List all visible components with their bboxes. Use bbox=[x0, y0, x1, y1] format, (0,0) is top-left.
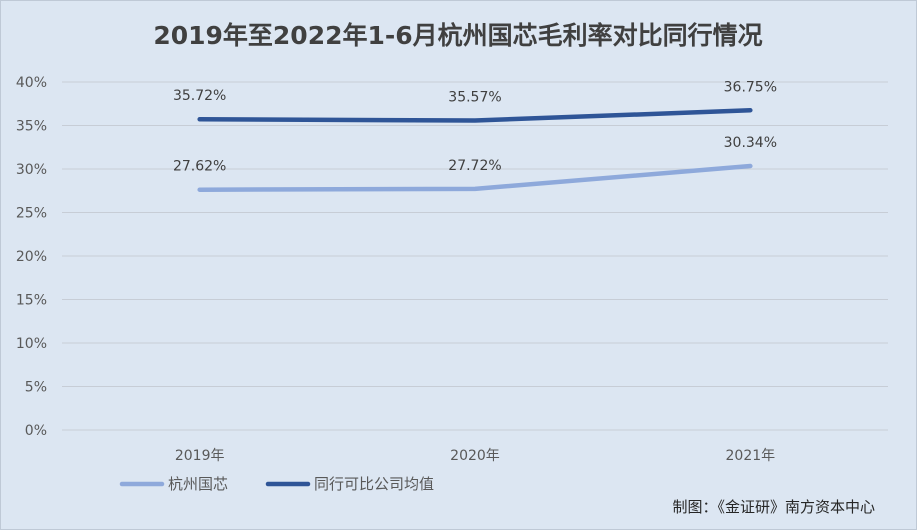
y-tick-label: 25% bbox=[16, 206, 47, 222]
x-tick-label: 2020年 bbox=[450, 448, 500, 464]
x-tick-label: 2021年 bbox=[726, 448, 776, 464]
data-labels: 27.62% 27.72% 30.34% 35.72% 35.57% 36.75% bbox=[173, 79, 777, 174]
y-tick-label: 10% bbox=[16, 336, 47, 352]
legend: 杭州国芯 同行可比公司均值 bbox=[119, 475, 434, 493]
y-tick-label: 5% bbox=[25, 380, 47, 396]
y-tick-label: 0% bbox=[25, 423, 47, 439]
x-tick-label: 2019年 bbox=[175, 448, 225, 464]
y-tick-label: 40% bbox=[16, 75, 47, 91]
legend-label: 杭州国芯 bbox=[168, 475, 228, 493]
data-label: 36.75% bbox=[724, 79, 777, 95]
series-line-1 bbox=[197, 108, 753, 123]
data-label: 27.72% bbox=[448, 158, 501, 174]
series-line-0 bbox=[197, 163, 753, 192]
chart-title: 2019年至2022年1-6月杭州国芯毛利率对比同行情况 bbox=[153, 21, 762, 50]
data-label: 30.34% bbox=[724, 135, 777, 151]
y-tick-label: 20% bbox=[16, 249, 47, 265]
gridlines bbox=[62, 81, 888, 431]
series-lines bbox=[197, 108, 753, 192]
data-label: 27.62% bbox=[173, 159, 226, 175]
y-tick-label: 35% bbox=[16, 119, 47, 135]
y-axis: 0% 5% 10% 15% 20% 25% 30% 35% 40% bbox=[16, 75, 47, 439]
y-tick-label: 30% bbox=[16, 162, 47, 178]
x-axis: 2019年 2020年 2021年 bbox=[175, 448, 775, 464]
y-tick-label: 15% bbox=[16, 293, 47, 309]
data-label: 35.57% bbox=[448, 90, 501, 106]
source-note: 制图：《金证研》南方资本中心 bbox=[672, 498, 875, 516]
data-label: 35.72% bbox=[173, 88, 226, 104]
legend-label: 同行可比公司均值 bbox=[314, 475, 434, 493]
